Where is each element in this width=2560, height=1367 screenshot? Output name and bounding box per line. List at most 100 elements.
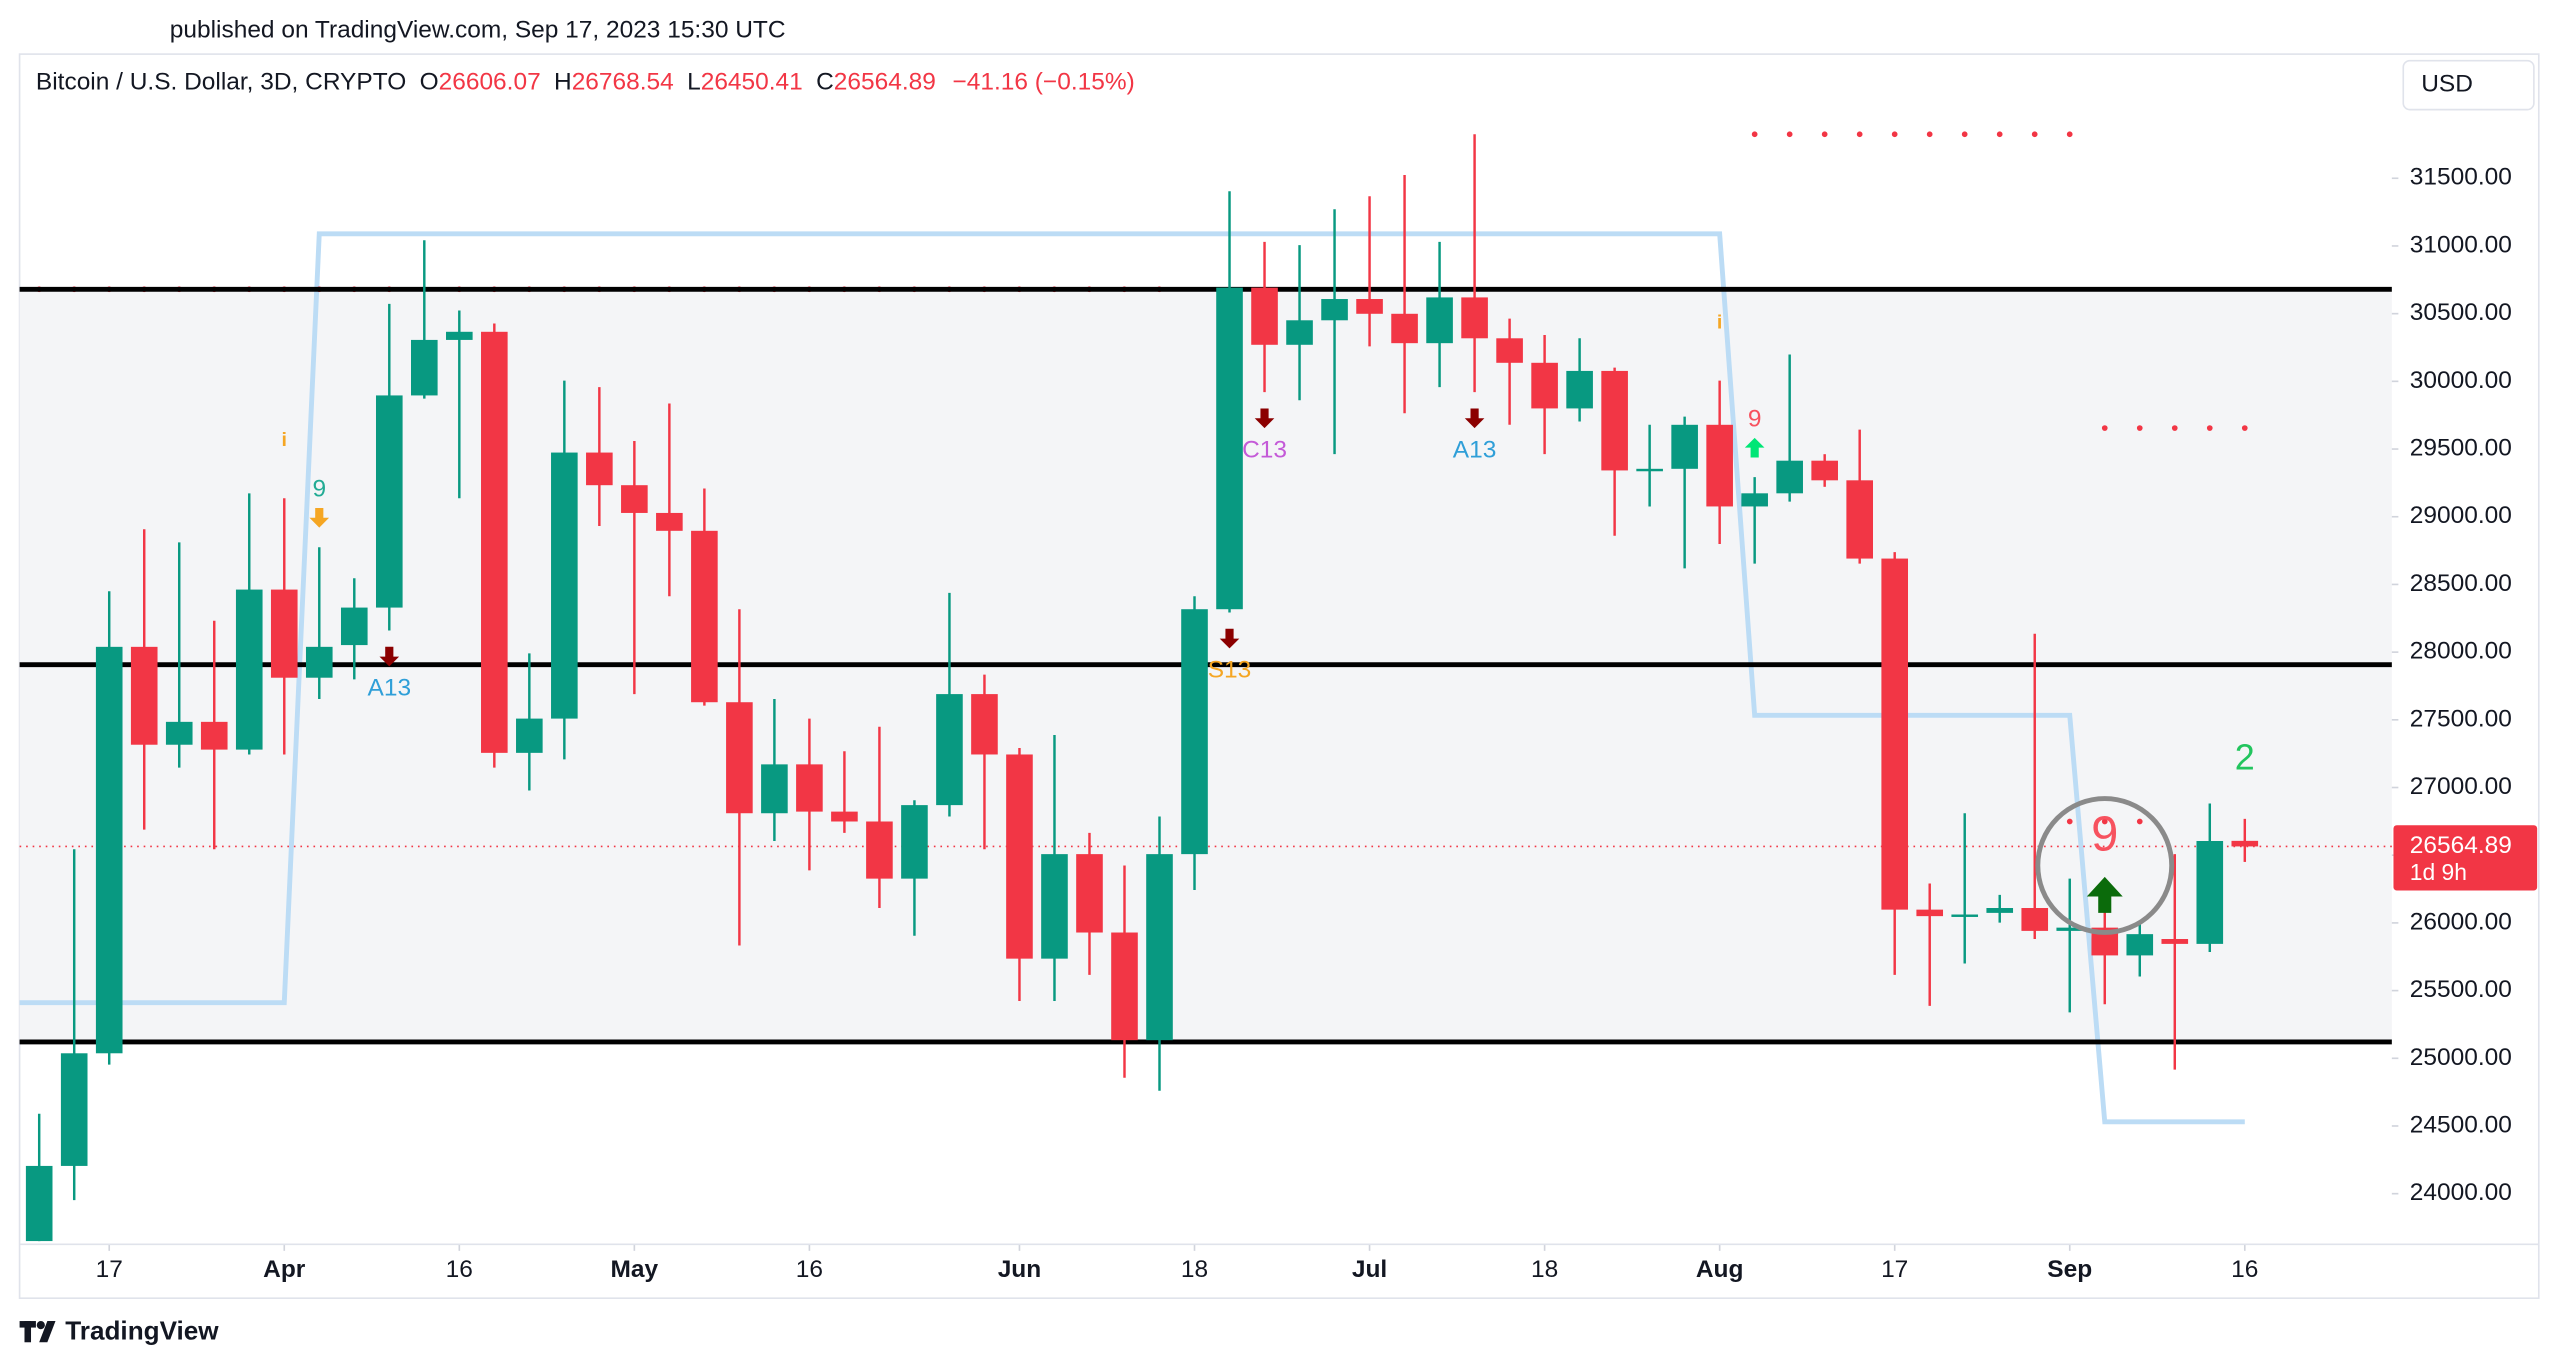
highlight-label: 9	[2091, 808, 2118, 862]
candle-body	[375, 395, 403, 608]
published-note: published on TradingView.com, Sep 17, 20…	[170, 17, 786, 44]
candle-body	[410, 339, 438, 396]
candle-body	[1671, 424, 1698, 469]
brand-logo	[19, 1321, 56, 1343]
y-tick-label: 30000.00	[2410, 367, 2512, 394]
x-tick-label: 16	[796, 1256, 823, 1283]
candle-body	[1636, 468, 1663, 472]
y-tick-label: 31500.00	[2410, 164, 2512, 191]
candle-body	[1601, 370, 1628, 471]
candle-body	[1566, 370, 1593, 409]
countdown-label: 1d 9h	[2410, 859, 2467, 885]
candle-body	[446, 331, 473, 340]
candle-body	[60, 1053, 88, 1166]
candle-body	[1041, 854, 1068, 959]
candle-body	[2126, 934, 2154, 956]
candle-body	[691, 530, 718, 703]
brand-name: TradingView	[65, 1315, 219, 1345]
candle-body	[1146, 854, 1173, 1041]
x-tick-label: May	[611, 1256, 659, 1283]
signal-label: C13	[1242, 436, 1287, 463]
candle-body	[1426, 297, 1453, 344]
logo-shape	[24, 1321, 32, 1343]
candle-body	[1391, 313, 1418, 344]
high-label: H	[554, 69, 572, 96]
candle-body	[25, 1165, 53, 1242]
x-tick-label: Sep	[2047, 1256, 2092, 1283]
signal-arrow	[1254, 408, 1275, 429]
candle-body	[1986, 908, 2014, 913]
candle-body	[235, 589, 263, 750]
candle-body	[831, 811, 858, 822]
currency-label[interactable]: USD	[2421, 71, 2473, 98]
change-value: −41.16 (−0.15%)	[952, 69, 1134, 96]
candle-body	[516, 718, 543, 753]
x-tick-label: 16	[2231, 1256, 2258, 1283]
signal-label: i	[282, 429, 287, 451]
close-value: 26564.89	[834, 69, 936, 96]
y-tick-label: 29500.00	[2410, 435, 2512, 462]
y-tick-label: 24000.00	[2410, 1179, 2512, 1206]
y-tick-label: 28500.00	[2410, 570, 2512, 597]
y-tick-label: 25000.00	[2410, 1044, 2512, 1071]
x-tick-label: 18	[1531, 1256, 1558, 1283]
candle-body	[1496, 338, 1523, 363]
candle-body	[936, 694, 963, 806]
candle-body	[1181, 609, 1208, 855]
y-tick-label: 27500.00	[2410, 705, 2512, 732]
signal-label: S13	[1208, 657, 1252, 684]
step-line	[19, 231, 2245, 1125]
candle-body	[95, 646, 123, 1054]
candle-body	[1006, 754, 1033, 959]
candle-body	[2021, 908, 2049, 931]
candle-body	[1951, 914, 1979, 917]
currency-button[interactable]	[2402, 59, 2535, 111]
signal-arrow	[379, 646, 400, 667]
candle-body	[200, 721, 228, 750]
low-value: 26450.41	[701, 69, 803, 96]
logo-shape	[39, 1321, 56, 1343]
candle-body	[130, 646, 158, 745]
signal-label: A13	[1453, 436, 1497, 463]
candle-body	[2056, 927, 2084, 931]
candle-body	[1776, 460, 1803, 494]
candle-body	[726, 702, 753, 814]
x-tick-label: Jun	[998, 1256, 1042, 1283]
signal-label: 9	[1748, 405, 1762, 432]
y-tick-label: 26000.00	[2410, 908, 2512, 935]
x-tick-label: Jul	[1352, 1256, 1387, 1283]
price-label: 26564.89	[2410, 832, 2512, 859]
signal-label: 2	[2235, 737, 2255, 778]
candle-body	[305, 646, 333, 678]
candle-body	[586, 452, 613, 486]
candle-body	[1076, 854, 1103, 933]
signal-arrow	[1219, 628, 1240, 649]
logo-shape	[36, 1321, 45, 1330]
low-label: L	[687, 69, 701, 96]
candle-body	[165, 721, 193, 745]
candle-body	[1741, 493, 1768, 507]
highlight-arrow	[2086, 876, 2123, 913]
signal-label: 9	[312, 476, 326, 503]
close-label: C	[816, 69, 834, 96]
x-tick-label: Aug	[1696, 1256, 1744, 1283]
candle-body	[2196, 840, 2224, 944]
x-tick-label: Apr	[263, 1256, 306, 1283]
y-tick-label: 30500.00	[2410, 299, 2512, 326]
candle-body	[1846, 480, 1873, 559]
x-tick-label: 17	[96, 1256, 123, 1283]
candle-body	[1356, 299, 1383, 314]
candle-body	[1251, 287, 1278, 345]
x-tick-label: 16	[446, 1256, 473, 1283]
candle-body	[1881, 558, 1909, 910]
candle-body	[1461, 297, 1488, 339]
candle-body	[656, 512, 683, 531]
plot-layer: i 9 A13 S13 C13 A13 i 9 2 9 24000.00 24500.00 25000.…	[19, 131, 2538, 1283]
high-value: 26768.54	[572, 69, 674, 96]
signal-label: A13	[368, 675, 412, 702]
candle-body	[1111, 932, 1138, 1041]
candle-body	[1706, 424, 1733, 507]
y-tick-label: 27000.00	[2410, 773, 2512, 800]
candle-body	[971, 694, 998, 755]
